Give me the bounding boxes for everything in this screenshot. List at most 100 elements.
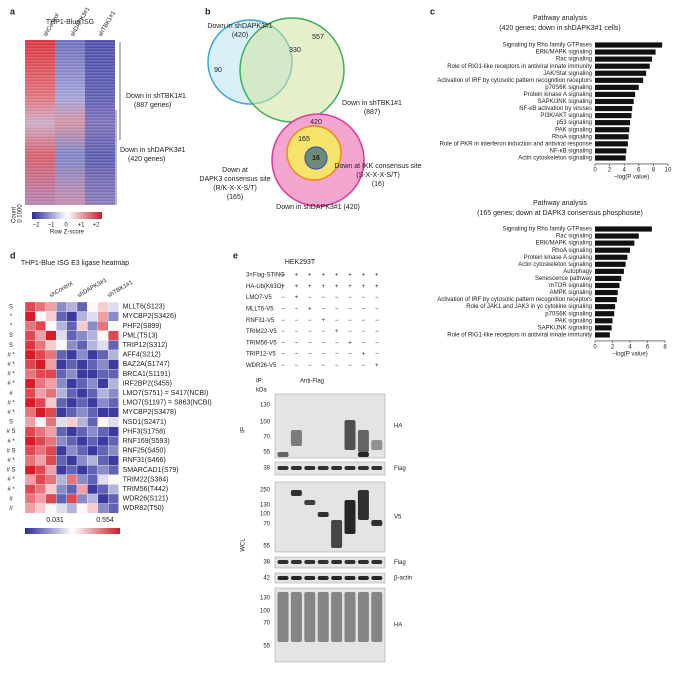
category-label: PAK signaling [555, 318, 592, 324]
category-label: SAPK/JNK signaling [538, 99, 592, 105]
bar [595, 254, 628, 260]
heatmap-cell [87, 301, 98, 312]
bar [595, 63, 650, 69]
category-label: Actin cytoskeleton signaling [518, 262, 592, 268]
heatmap-cell [97, 311, 109, 322]
lane-sign: − [335, 295, 339, 301]
venn-count: 557 [312, 34, 324, 41]
heatmap-cell [24, 417, 36, 427]
blot-band [331, 560, 343, 564]
heatmap-cell [97, 340, 109, 351]
heatmap-cell [108, 330, 119, 341]
venn-label: (R/K-X-X-S/T) [213, 185, 257, 192]
heatmap-cell [35, 445, 46, 456]
heatmap-cell [66, 388, 78, 399]
kda-marker: 130 [260, 503, 271, 509]
heatmap-cell [108, 493, 119, 504]
heatmap-cell [66, 474, 78, 485]
bar [595, 226, 652, 232]
blot-band [331, 592, 343, 642]
blot-band [357, 490, 369, 520]
row-label: MYCBP2(S3478) [123, 409, 177, 416]
x-axis-label: −log(P value) [614, 175, 649, 181]
heatmap-cell [45, 340, 57, 351]
heatmap-cell [108, 474, 119, 485]
heatmap-cell [35, 474, 46, 485]
group-label: Down in shTBK1#1 [126, 93, 186, 100]
row-marker: * [10, 314, 13, 320]
row-marker: * [10, 324, 13, 330]
lane-sign: − [295, 363, 299, 369]
lane-sign: − [375, 295, 379, 301]
blot-band [344, 500, 356, 534]
bar [595, 155, 626, 161]
heatmap-cell [35, 369, 46, 379]
row-label: TRIM22(S384) [123, 476, 169, 483]
heatmap-cell [35, 455, 46, 466]
heatmap-cell [97, 465, 109, 475]
blot-band [290, 466, 302, 470]
heatmap-cell [76, 349, 88, 360]
heatmap-cell [97, 493, 109, 504]
x-tick-label: 4 [628, 344, 632, 350]
heatmap-cell [87, 330, 98, 341]
heatmap-cell [35, 388, 46, 399]
heatmap-cell [45, 426, 57, 437]
row-label: WDR26(S121) [123, 496, 169, 503]
heatmap-cell [76, 397, 88, 408]
lane-sign: − [335, 318, 339, 324]
venn-label: Down at IKK consensus site [334, 163, 421, 170]
category-label: Activation of IRF by cytosolic pattern r… [437, 78, 592, 84]
heatmap-cell [66, 503, 78, 514]
x-tick-label: 10 [665, 168, 672, 174]
heatmap-cell [35, 378, 46, 389]
lane-sign: + [375, 363, 379, 369]
heatmap-cell [66, 493, 78, 504]
scale-title: Row Z-score [50, 230, 85, 236]
category-label: Protein kinase A signaling [524, 92, 592, 98]
blot-band [344, 420, 356, 450]
heatmap-cell [66, 340, 78, 351]
bar [595, 49, 656, 55]
lane-sign: − [281, 306, 285, 312]
bar [595, 148, 627, 154]
heatmap-cell [108, 503, 119, 514]
heatmap-cell [76, 369, 88, 379]
heatmap-cell [45, 301, 57, 312]
row-label: RNF31(S466) [123, 457, 166, 464]
heatmap-cell [97, 349, 109, 360]
heatmap-cell [87, 436, 98, 447]
lane-sign: − [362, 306, 366, 312]
scale-tick: 0.031 [46, 517, 64, 524]
lane-sign: + [335, 284, 339, 290]
lane-sign: − [308, 318, 312, 324]
heatmap-cell [24, 493, 36, 504]
chart-title: Pathway analysis [533, 15, 588, 22]
heatmap-cell [76, 474, 88, 485]
x-tick-label: 4 [623, 168, 627, 174]
heatmap-cell [108, 301, 119, 312]
venn-label: (165) [227, 194, 243, 201]
x-tick-label: 6 [646, 344, 650, 350]
category-label: mTOR signaling [549, 283, 592, 289]
heatmap-cell [87, 426, 98, 437]
category-label: Actin cytoskeleton signaling [518, 156, 592, 162]
heatmap-cell [45, 349, 57, 360]
blot-band [357, 592, 369, 642]
scale-tick: −2 [33, 223, 41, 229]
heatmap-cell [35, 407, 46, 418]
blot-band [290, 592, 302, 642]
heatmap-cell [35, 465, 46, 475]
blot-band [357, 560, 369, 564]
heatmap-cell [87, 321, 98, 331]
heatmap-cell [66, 484, 78, 495]
kda-marker: 250 [260, 488, 271, 494]
heatmap-cell [45, 388, 57, 399]
blot-band [317, 512, 329, 517]
heatmap-cell [76, 378, 88, 389]
heatmap-cell [97, 378, 109, 389]
heatmap-cell [108, 311, 119, 322]
row-marker: # S [6, 468, 15, 474]
blot-band [344, 466, 356, 470]
